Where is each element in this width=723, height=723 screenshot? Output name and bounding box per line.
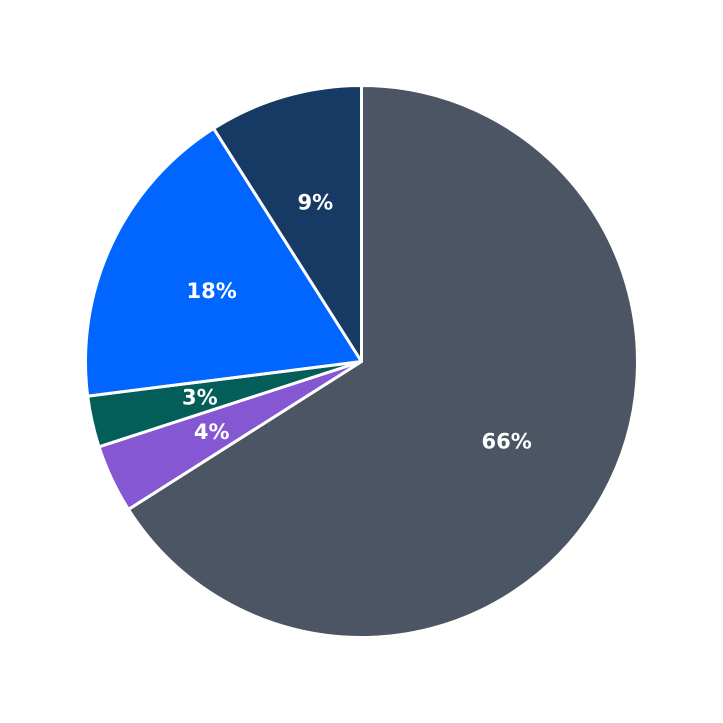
pie-slice xyxy=(126,84,639,639)
slice-label: 3% xyxy=(182,386,218,410)
slice-label: 18% xyxy=(187,279,237,303)
slice-label: 9% xyxy=(297,190,333,214)
pie-labels: 66% 4% 3% 18% 9% xyxy=(182,190,532,453)
pie-slice xyxy=(212,84,363,363)
slice-label: 4% xyxy=(194,420,230,444)
pie-slice xyxy=(84,126,363,398)
pie-slices xyxy=(84,84,639,639)
slice-label: 66% xyxy=(481,429,531,453)
